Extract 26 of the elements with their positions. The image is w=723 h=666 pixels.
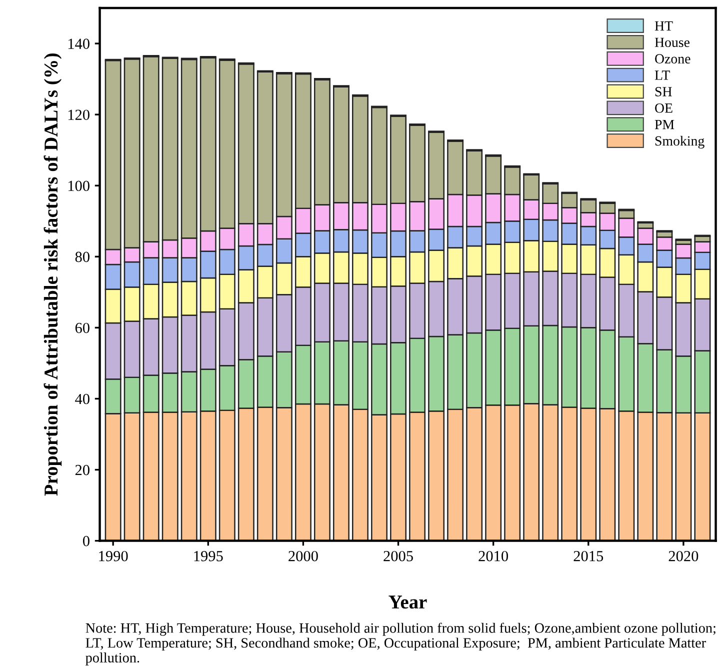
legend-label: HT [654,21,673,30]
y-axis-title: Proportion of Attributable risk factors of DALYs (%) [44,54,62,496]
y-tick-label: 80 [75,252,90,262]
y-tick-label: 60 [75,322,90,334]
x-tick-label: 2015 [574,550,604,562]
x-axis-title: Year [388,596,427,609]
legend-label: LT [654,70,670,80]
x-tick-label: 2005 [384,550,413,562]
legend-label: SH [655,87,672,96]
y-tick-label: 20 [75,464,90,476]
legend-label: OE [655,103,672,113]
x-tick-label: 2000 [288,550,318,562]
y-tick-label: 120 [68,110,90,120]
x-tick-label: 1990 [99,550,128,562]
x-tick-label: 1995 [194,551,223,562]
y-tick-label: 0 [82,536,90,546]
text: Note: HT, High Temperature; House, Household air pollution from solid fuels; Ozone,ambient ozone pollution; LT, Low Temperature; SH, Secondhand smoke; OE, Occupational Exposure; PM, ambient Particulate Matter pollution. [86,622,716,666]
y-tick-label: 100 [68,180,90,192]
legend-label: Smoking [655,136,704,148]
x-tick-label: 2010 [478,550,508,562]
y-tick-label: 140 [68,38,90,49]
legend-label: PM [654,120,674,130]
x-tick-label: 2020 [668,550,698,562]
legend-label: House [654,38,690,48]
legend-label: Ozone [655,54,690,64]
y-tick-label: 40 [75,394,90,404]
